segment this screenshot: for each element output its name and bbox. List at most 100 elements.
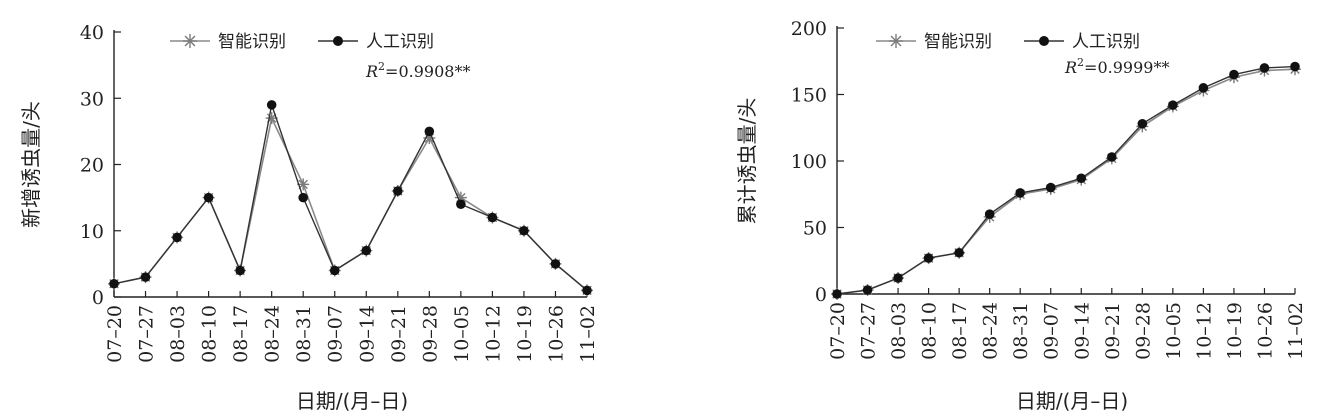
x-tick-label: 07–27 <box>136 305 158 363</box>
legend-label: 智能识别 <box>218 32 286 52</box>
point-manual <box>266 100 277 110</box>
point-manual <box>1168 100 1178 110</box>
r-superscript: 2 <box>1077 56 1084 69</box>
y-axis-title: 新增诱虫量/头 <box>19 101 43 228</box>
r-value: =0.9908** <box>385 62 470 81</box>
point-manual <box>582 285 592 296</box>
legend-item: 智能识别 <box>876 32 992 52</box>
series-manual-line <box>113 102 588 291</box>
x-tick-label: 07–20 <box>827 302 849 360</box>
point-manual <box>140 272 151 282</box>
y-tick-label: 150 <box>791 85 827 107</box>
x-tick-label: 10–19 <box>514 305 536 363</box>
x-tick-label: 10–26 <box>545 305 567 363</box>
legend-item: 人工识别 <box>318 32 434 52</box>
x-tick-label: 08–03 <box>888 302 910 360</box>
point-manual <box>519 225 529 236</box>
x-tick-label: 11–02 <box>1285 302 1307 360</box>
point-manual <box>172 232 182 243</box>
point-manual <box>893 273 903 283</box>
x-tick-label: 10–19 <box>1224 302 1246 360</box>
point-manual <box>984 209 995 219</box>
point-manual <box>1076 173 1087 184</box>
series-smart-line <box>113 115 588 291</box>
r-label: R <box>1064 58 1077 77</box>
legend-label: 智能识别 <box>924 32 992 52</box>
x-axis-title: 日期/(月–日) <box>296 389 408 413</box>
point-manual <box>862 285 873 295</box>
x-tick-label: 08–10 <box>199 305 221 363</box>
r-squared-annotation: R2=0.9908** <box>365 60 470 81</box>
x-tick-label: 09–14 <box>1071 302 1093 360</box>
y-tick-label: 100 <box>791 151 827 173</box>
point-manual <box>1045 182 1056 193</box>
x-tick-label: 10–05 <box>1163 302 1185 360</box>
point-manual <box>1259 63 1270 73</box>
x-axis-title: 日期/(月–日) <box>1016 389 1128 413</box>
x-tick-label: 08–17 <box>230 305 252 363</box>
series-smart-line <box>836 68 1296 295</box>
point-manual <box>923 253 934 263</box>
point-manual <box>1015 188 1025 198</box>
legend-marker-manual <box>1039 36 1049 46</box>
legend-label: 人工识别 <box>1072 32 1140 52</box>
y-tick-label: 0 <box>92 287 104 309</box>
x-tick-label: 09–21 <box>388 305 410 363</box>
point-manual <box>954 247 964 258</box>
point-manual <box>109 278 119 289</box>
x-tick-label: 08–31 <box>293 305 315 363</box>
y-tick-label: 10 <box>80 221 104 243</box>
y-tick-label: 20 <box>80 155 104 177</box>
point-manual <box>1107 152 1117 162</box>
point-manual <box>393 186 403 196</box>
x-tick-label: 08–24 <box>980 302 1002 360</box>
x-tick-label: 10–05 <box>451 305 473 363</box>
x-tick-label: 10–12 <box>482 305 504 363</box>
x-tick-label: 10–12 <box>1193 302 1215 360</box>
r-value: =0.9999** <box>1084 58 1169 77</box>
x-tick-label: 09–28 <box>1132 302 1154 360</box>
point-manual <box>832 289 842 299</box>
point-manual <box>1229 69 1239 80</box>
point-manual <box>424 126 435 137</box>
point-manual <box>1137 118 1148 129</box>
point-manual <box>203 192 214 203</box>
point-manual <box>1290 61 1300 72</box>
legend-marker-smart <box>183 34 197 48</box>
x-tick-label: 09–07 <box>325 305 347 363</box>
point-manual <box>235 265 245 276</box>
x-tick-label: 07–20 <box>104 305 126 363</box>
r-label: R <box>365 62 378 81</box>
r-superscript: 2 <box>378 60 385 73</box>
legend-marker-manual <box>333 36 343 46</box>
point-manual <box>361 245 372 256</box>
chart-new-catch: 0 10 20 30 40 07–20 07–27 08–03 08–10 08–17 08–24 0… <box>19 22 599 413</box>
x-tick-label: 08–17 <box>949 302 971 360</box>
x-tick-label: 09–21 <box>1102 302 1124 360</box>
x-tick-label: 08–24 <box>262 305 284 363</box>
x-tick-label: 09–28 <box>419 305 441 363</box>
x-tick-label: 07–27 <box>858 302 880 360</box>
series-manual-line <box>836 65 1296 295</box>
legend-label: 人工识别 <box>366 32 434 52</box>
point-manual <box>456 199 466 210</box>
y-tick-label: 30 <box>80 88 104 110</box>
point-manual <box>1198 83 1209 93</box>
x-tick-label: 09–14 <box>356 305 378 363</box>
y-axis-title: 累计诱虫量/头 <box>735 98 759 225</box>
x-tick-label: 08–03 <box>167 305 189 363</box>
x-tick-label: 11–02 <box>577 305 599 363</box>
point-manual <box>329 265 340 276</box>
legend-item: 人工识别 <box>1024 32 1140 52</box>
y-tick-label: 40 <box>80 22 104 44</box>
x-tick-label: 09–07 <box>1041 302 1063 360</box>
x-tick-label: 08–31 <box>1010 302 1032 360</box>
point-manual <box>298 192 309 203</box>
x-tick-label: 10–26 <box>1254 302 1276 360</box>
chart-cumulative-catch: 0 50 100 150 200 07–20 07–27 08–03 08–10 08–17 08–… <box>735 18 1307 413</box>
point-manual <box>487 212 498 223</box>
legend-item: 智能识别 <box>170 32 286 52</box>
y-tick-label: 50 <box>803 218 827 240</box>
legend-marker-smart <box>889 34 903 48</box>
r-squared-annotation: R2=0.9999** <box>1064 56 1169 77</box>
